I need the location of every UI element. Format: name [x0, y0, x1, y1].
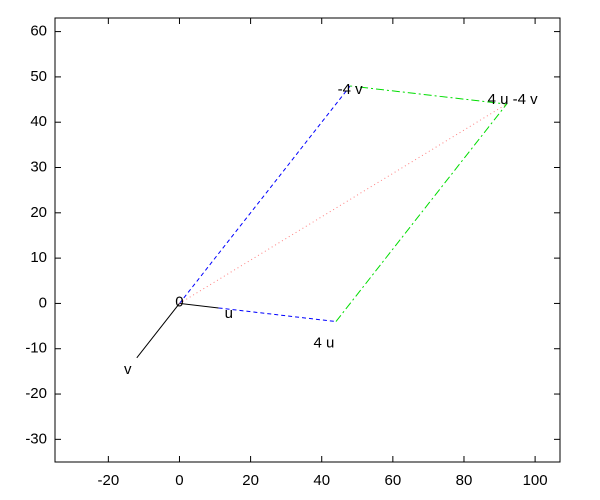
y-tick-label: 60: [30, 23, 47, 40]
y-tick-label: 10: [30, 249, 47, 266]
annotation: 4 u: [314, 335, 335, 352]
x-tick-label: 80: [456, 472, 473, 489]
plot-border: [54, 17, 561, 463]
x-tick-label: -20: [98, 472, 120, 489]
annotation: 4 u -4 v: [488, 91, 539, 108]
x-tick-label: 100: [523, 472, 548, 489]
y-tick-label: 40: [30, 113, 47, 130]
vector-line: [218, 307, 337, 323]
vector-line: [179, 103, 507, 304]
annotation: v: [124, 361, 132, 378]
vector-line: [335, 85, 508, 322]
y-tick-label: 20: [30, 204, 47, 221]
x-tick-label: 20: [242, 472, 259, 489]
y-tick-label: 0: [39, 294, 47, 311]
y-tick-label: 30: [30, 158, 47, 175]
y-tick-label: 50: [30, 68, 47, 85]
annotation: -4 v: [338, 81, 364, 98]
annotation: u: [225, 305, 233, 322]
y-tick-label: -30: [25, 430, 47, 447]
y-tick-label: -10: [25, 340, 47, 357]
x-tick-label: 40: [313, 472, 330, 489]
x-tick-label: 0: [175, 472, 183, 489]
y-tick-label: -20: [25, 385, 47, 402]
vector-line: [136, 302, 219, 359]
x-tick-label: 60: [385, 472, 402, 489]
annotation: 0: [175, 293, 183, 310]
vector-line: [179, 85, 351, 304]
